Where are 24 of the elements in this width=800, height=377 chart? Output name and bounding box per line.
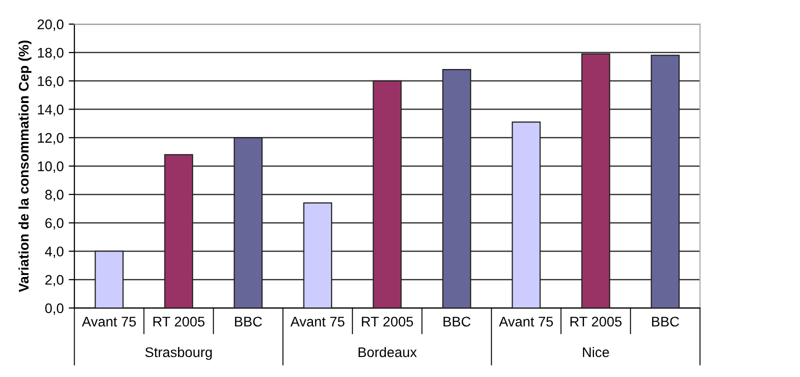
x-tick-label: BBC <box>444 316 470 327</box>
y-tick-label: 16,0 <box>38 76 64 88</box>
y-tick-label: 0,0 <box>45 303 64 315</box>
y-tick-label: 4,0 <box>44 246 64 258</box>
y-tick-label: 8,0 <box>45 190 64 202</box>
x-tick-label: BBC <box>652 316 679 327</box>
x-tick-label: RT 2005 <box>362 316 414 327</box>
x-tick-label: Avant 75 <box>498 316 553 327</box>
y-tick-label: 18,0 <box>38 48 64 60</box>
x-tick-label: Avant 75 <box>82 316 136 327</box>
y-tick-label: 12,0 <box>38 133 64 144</box>
text: Strasbourg <box>145 346 212 360</box>
x-tick-label: RT 2005 <box>153 316 204 327</box>
x-tick-label: RT 2005 <box>570 316 622 327</box>
text: Bordeaux <box>358 346 417 358</box>
y-axis-title: Variation de la consommation Cep (%) <box>18 40 32 292</box>
y-tick-label: 20,0 <box>38 19 64 31</box>
x-tick-label: Avant 75 <box>290 316 344 327</box>
y-tick-label: 2,0 <box>45 274 64 286</box>
y-tick-label: 14,0 <box>38 104 64 116</box>
y-tick-label: 6,0 <box>45 218 64 230</box>
x-tick-label: BBC <box>235 316 262 327</box>
text: Nice <box>582 346 610 358</box>
y-tick-label: 10,0 <box>38 161 64 173</box>
